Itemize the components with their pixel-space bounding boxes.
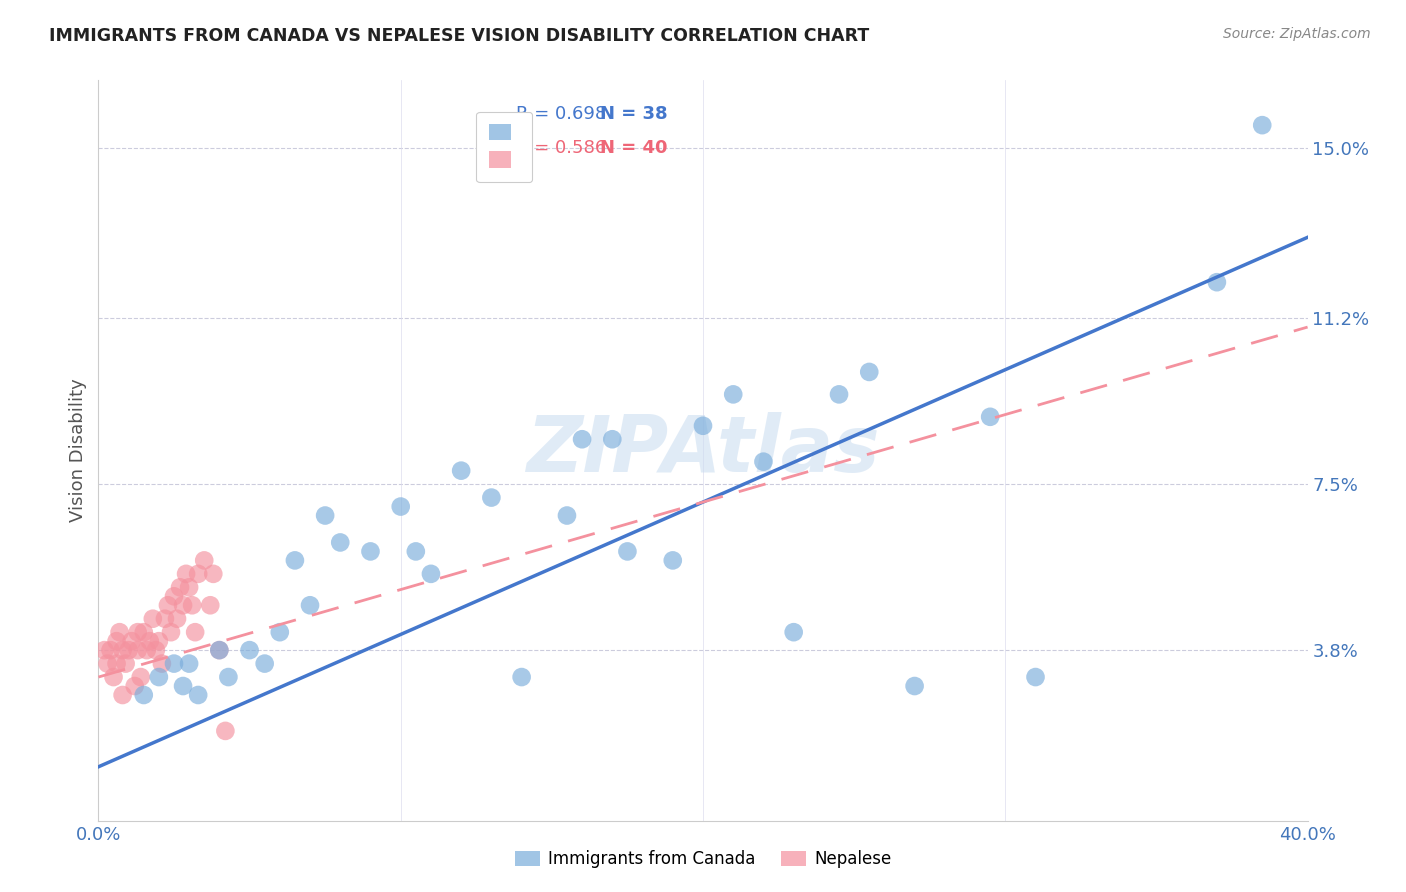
Point [118,643,141,657]
Point [174,566,197,581]
Point [783,625,806,640]
Point [904,679,927,693]
Point [139,634,162,648]
Point [142,612,165,626]
Point [184,625,207,640]
Point [752,455,775,469]
Point [105,657,128,671]
Point [217,670,239,684]
Text: N = 40: N = 40 [600,139,668,157]
Point [420,566,443,581]
Point [132,688,155,702]
Point [179,580,201,594]
Point [114,657,136,671]
Point [172,599,194,613]
Point [93,643,115,657]
Y-axis label: Vision Disability: Vision Disability [69,378,87,523]
Point [153,612,176,626]
Point [360,544,382,558]
Point [202,566,225,581]
Text: N = 38: N = 38 [600,104,668,122]
Text: R = 0.698: R = 0.698 [516,104,606,122]
Point [1206,275,1229,289]
Point [169,580,191,594]
Point [135,643,157,657]
Point [103,670,125,684]
Point [661,553,683,567]
Point [828,387,851,401]
Point [145,643,167,657]
Point [121,634,143,648]
Point [127,625,149,640]
Point [239,643,262,657]
Point [208,643,231,657]
Point [187,688,209,702]
Point [1251,118,1274,132]
Point [299,599,322,613]
Legend: , : , [477,112,533,182]
Point [105,634,128,648]
Text: ZIPAtlas: ZIPAtlas [526,412,880,489]
Point [179,657,201,671]
Legend: Immigrants from Canada, Nepalese: Immigrants from Canada, Nepalese [508,844,898,875]
Point [129,670,152,684]
Point [127,643,149,657]
Point [284,553,307,567]
Point [450,464,472,478]
Point [111,643,134,657]
Point [1024,670,1046,684]
Point [858,365,880,379]
Point [108,625,131,640]
Text: R = 0.586: R = 0.586 [516,139,606,157]
Point [571,432,593,446]
Point [160,625,183,640]
Point [510,670,533,684]
Point [314,508,336,523]
Point [132,625,155,640]
Point [616,544,638,558]
Point [163,589,186,603]
Point [481,491,503,505]
Point [163,657,186,671]
Point [405,544,427,558]
Point [602,432,624,446]
Point [156,599,179,613]
Point [269,625,291,640]
Point [166,612,188,626]
Point [723,387,745,401]
Point [214,723,236,738]
Point [150,657,173,671]
Point [193,553,215,567]
Text: IMMIGRANTS FROM CANADA VS NEPALESE VISION DISABILITY CORRELATION CHART: IMMIGRANTS FROM CANADA VS NEPALESE VISIO… [49,27,869,45]
Point [329,535,352,549]
Point [148,670,170,684]
Point [253,657,276,671]
Point [124,679,146,693]
Text: Source: ZipAtlas.com: Source: ZipAtlas.com [1223,27,1371,41]
Point [389,500,412,514]
Point [172,679,194,693]
Point [200,599,222,613]
Point [100,643,122,657]
Point [181,599,204,613]
Point [111,688,134,702]
Point [148,634,170,648]
Point [692,418,714,433]
Point [208,643,231,657]
Point [187,566,209,581]
Point [979,409,1001,424]
Point [96,657,118,671]
Point [555,508,578,523]
